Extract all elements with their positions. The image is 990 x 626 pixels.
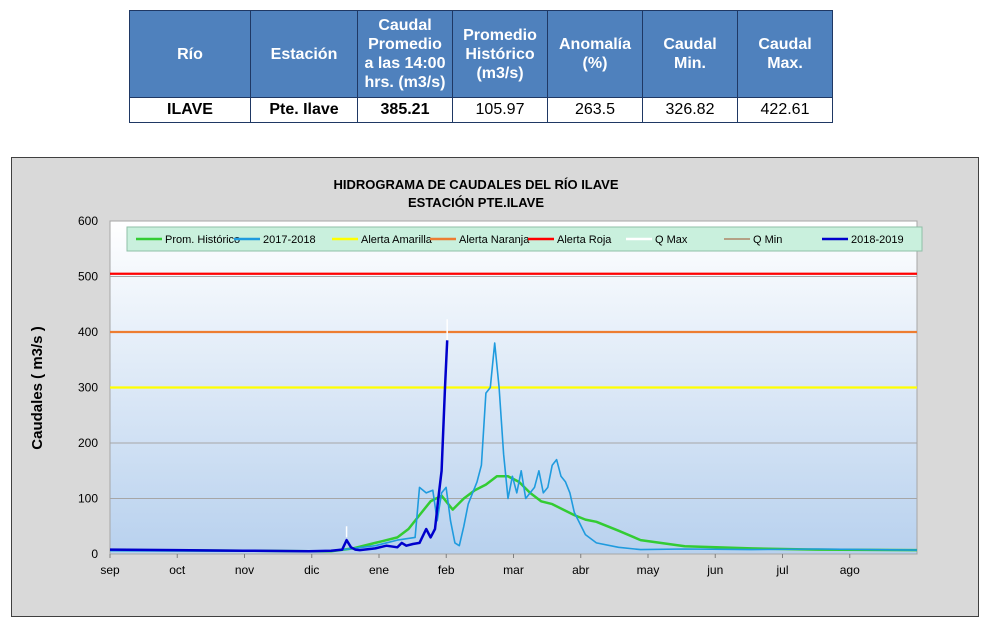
header-caudal-promedio: Caudal Promedio a las 14:00 hrs. (m3/s) <box>357 10 453 98</box>
series-y2017-2018 <box>109 342 918 553</box>
threshold-lines <box>110 272 917 389</box>
cell-rio: ILAVE <box>129 97 251 123</box>
cell-promedio-historico: 105.97 <box>452 97 548 123</box>
legend-label-alerta-naranja: Alerta Naranja <box>459 234 530 246</box>
y-tick-label: 200 <box>78 436 98 450</box>
cell-caudal-max: 422.61 <box>737 97 833 123</box>
legend-label-alerta-amarilla: Alerta Amarilla <box>361 234 433 246</box>
x-tick-label: dic <box>304 563 319 577</box>
legend-label-q-max: Q Max <box>655 234 688 246</box>
y-tick-label: 300 <box>78 381 98 395</box>
header-estacion: Estación <box>250 10 358 98</box>
cell-anomalia: 263.5 <box>547 97 643 123</box>
header-caudal-max: Caudal Max. <box>737 10 833 98</box>
legend-label-y2018-2019: 2018-2019 <box>851 234 904 246</box>
chart-svg: HIDROGRAMA DE CAUDALES DEL RÍO ILAVE EST… <box>29 177 923 577</box>
x-tick-label: abr <box>572 563 589 577</box>
y-tick-label: 0 <box>91 547 98 561</box>
chart-subtitle: ESTACIÓN PTE.ILAVE <box>408 195 544 210</box>
legend-label-y2017-2018: 2017-2018 <box>263 234 316 246</box>
cell-caudal-promedio: 385.21 <box>357 97 453 123</box>
x-axis-ticks: sep oct nov dic ene feb mar abr may jun jul ago <box>100 554 860 577</box>
x-tick-label: jun <box>706 563 723 577</box>
cell-estacion: Pte. Ilave <box>250 97 358 123</box>
x-tick-label: ene <box>369 563 389 577</box>
header-anomalia: Anomalía (%) <box>547 10 643 98</box>
cell-caudal-min: 326.82 <box>642 97 738 123</box>
y-tick-label: 400 <box>78 325 98 339</box>
table-header-row: Río Estación Caudal Promedio a las 14:00… <box>129 10 833 98</box>
y-axis-label: Caudales ( m3/s ) <box>29 326 46 449</box>
chart-title: HIDROGRAMA DE CAUDALES DEL RÍO ILAVE <box>333 177 618 192</box>
legend-label-alerta-roja: Alerta Roja <box>557 234 612 246</box>
legend-label-q-min: Q Min <box>753 234 782 246</box>
summary-table: Río Estación Caudal Promedio a las 14:00… <box>129 10 833 123</box>
hydrograph-chart: HIDROGRAMA DE CAUDALES DEL RÍO ILAVE EST… <box>11 157 979 617</box>
y-tick-label: 500 <box>78 270 98 284</box>
legend: Prom. Histórico 2017-2018 Alerta Amarilla A… <box>126 226 923 252</box>
x-tick-label: feb <box>438 563 455 577</box>
x-tick-label: jul <box>775 563 788 577</box>
header-caudal-min: Caudal Min. <box>642 10 738 98</box>
table-row: ILAVE Pte. Ilave 385.21 105.97 263.5 326… <box>129 97 833 123</box>
x-tick-label: may <box>637 563 660 577</box>
x-tick-label: nov <box>235 563 254 577</box>
legend-label-prom-historico: Prom. Histórico <box>165 234 240 246</box>
y-axis-ticks: 0 100 200 300 400 500 600 <box>78 214 98 561</box>
series-y2018-2019 <box>109 340 449 553</box>
x-tick-label: sep <box>100 563 120 577</box>
y-tick-label: 100 <box>78 492 98 506</box>
y-tick-label: 600 <box>78 214 98 228</box>
series-lines <box>109 319 918 553</box>
series-prom-historico <box>109 475 918 553</box>
x-tick-label: mar <box>503 563 524 577</box>
header-promedio-historico: Promedio Histórico (m3/s) <box>452 10 548 98</box>
x-tick-label: ago <box>840 563 860 577</box>
x-tick-label: oct <box>169 563 186 577</box>
header-rio: Río <box>129 10 251 98</box>
